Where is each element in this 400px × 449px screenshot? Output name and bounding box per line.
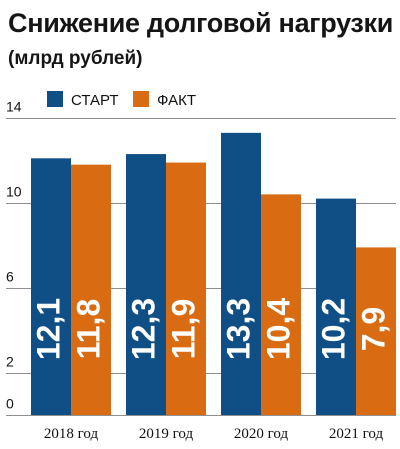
bar-start-2019-год xyxy=(126,154,166,416)
bar-value-label-fact-2021-год: 7,9 xyxy=(355,307,391,351)
bar-fact-2018-год xyxy=(71,164,111,415)
chart-title: Снижение долговой нагрузки xyxy=(8,8,394,38)
x-axis-category-label-2020-год: 2020 год xyxy=(234,426,289,442)
legend-swatch-fact xyxy=(133,91,149,107)
chart-bars: 12,1 11,8 12,3 11,9 13,3 10,4 10,2 7,9 xyxy=(30,132,396,416)
bar-fact-2020-год xyxy=(261,194,301,415)
y-axis-tick-label-0: 0 xyxy=(6,396,14,412)
bar-fact-2019-год xyxy=(166,162,206,415)
bar-start-2021-год xyxy=(316,198,356,415)
x-axis-category-label-2019-год: 2019 год xyxy=(139,426,194,442)
bar-start-2020-год xyxy=(221,132,261,415)
bar-value-label-fact-2018-год: 11,8 xyxy=(70,299,106,360)
bar-value-label-fact-2019-год: 11,9 xyxy=(165,299,201,360)
bar-value-label-start-2020-год: 13,3 xyxy=(220,298,256,360)
y-axis-tick-label-14: 14 xyxy=(6,99,22,115)
chart-legend: СТАРТ ФАКТ xyxy=(47,91,196,109)
y-axis-tick-label-10: 10 xyxy=(6,184,22,200)
legend-swatch-start xyxy=(47,91,63,107)
legend-label-start: СТАРТ xyxy=(71,92,119,109)
x-axis-category-label-2018-год: 2018 год xyxy=(44,426,99,442)
bar-value-label-start-2021-год: 10,2 xyxy=(315,298,351,360)
bar-value-label-start-2018-год: 12,1 xyxy=(30,298,66,360)
bar-fact-2021-год xyxy=(356,247,396,415)
y-axis-tick-label-6: 6 xyxy=(6,269,14,285)
legend-label-fact: ФАКТ xyxy=(157,92,196,109)
bar-start-2018-год xyxy=(31,158,71,416)
y-axis-tick-label-2: 2 xyxy=(6,354,14,370)
bar-value-label-fact-2020-год: 10,4 xyxy=(260,298,296,360)
x-axis-category-label-2021-год: 2021 год xyxy=(329,426,384,442)
chart-subtitle: (млрд рублей) xyxy=(8,48,143,69)
bar-value-label-start-2019-год: 12,3 xyxy=(125,298,161,360)
chart-axis-labels: 0 2 6 10 14 2018 год 2019 год 2020 год 2021 год xyxy=(6,99,383,443)
